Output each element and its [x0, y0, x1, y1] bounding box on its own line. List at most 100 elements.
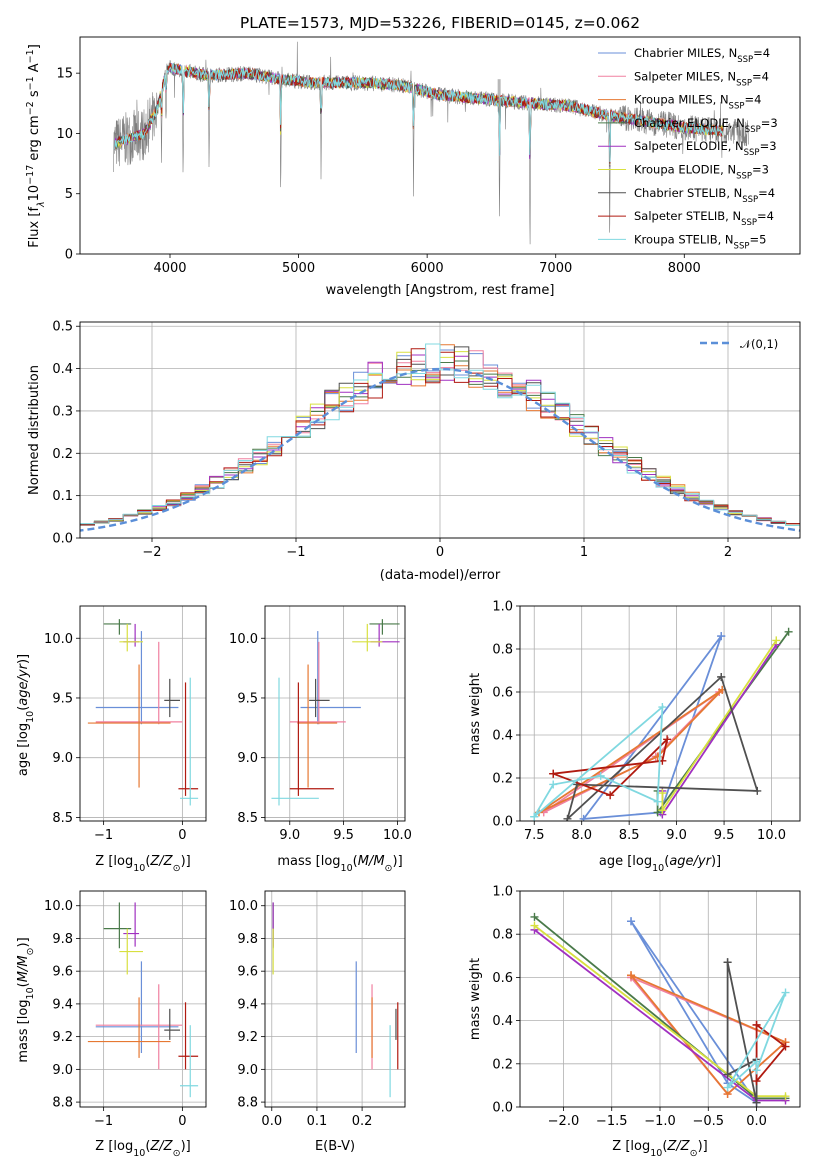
label-part: )] — [711, 854, 721, 869]
y-tick-label: 0.1 — [52, 489, 73, 504]
weight-line — [661, 639, 778, 814]
legend-label: Salpeter MILES, N — [634, 69, 736, 83]
y-tick-label: 0.5 — [52, 320, 73, 335]
label-part: λ — [36, 201, 47, 208]
y-tick-label: 9.2 — [52, 1030, 73, 1045]
weight-marker — [563, 814, 572, 821]
y-tick-label: 0.8 — [492, 643, 513, 658]
x-axis-label: age [log10(age/yr)] — [599, 854, 721, 874]
label-part: age/yr — [669, 854, 712, 869]
y-tick-label: 1.0 — [492, 600, 513, 615]
y-tick-label: 8.8 — [52, 1096, 73, 1111]
label-part: ] — [27, 44, 42, 49]
y-tick-label: 0.2 — [492, 1057, 513, 1072]
weight-marker — [784, 627, 793, 636]
legend-eq: =4 — [757, 209, 774, 223]
weight-marker — [627, 917, 636, 926]
x-tick-label: 0.1 — [307, 1114, 328, 1129]
weight-line — [630, 920, 758, 1104]
x-tick-label: −1 — [286, 545, 305, 560]
label-part: M/M — [16, 955, 31, 982]
weight-age-panel-frame — [519, 605, 801, 822]
y-tick-label: 8.5 — [52, 811, 73, 826]
label-part: ⊙ — [173, 1148, 181, 1159]
y-tick-label: 0.0 — [492, 1101, 513, 1116]
x-axis-label: E(B-V) — [315, 1139, 355, 1154]
legend-entry: Kroupa MILES, NSSP=4 — [634, 93, 761, 112]
y-tick-label: 9.0 — [237, 1063, 258, 1078]
y-tick-label: 9.4 — [237, 997, 258, 1012]
age-z-panel: −1 08.59.09.510.0Z [log10(Z/Z⊙)]age [log1… — [16, 605, 207, 874]
residual-histogram — [80, 343, 800, 528]
x-tick-label: −2.0 — [548, 1114, 580, 1129]
weight-marker — [717, 632, 726, 641]
x-axis-label: Z [log10(Z/Z⊙)] — [95, 1139, 190, 1159]
weight-marker — [658, 789, 667, 798]
y-tick-label: 9.2 — [237, 1030, 258, 1045]
y-tick-label: 9.0 — [237, 751, 258, 766]
legend-eq: =5 — [749, 232, 766, 246]
weight-marker — [663, 735, 672, 744]
weight-marker — [723, 1070, 732, 1079]
label-part: 10 — [25, 711, 36, 723]
x-tick-label: 1 — [580, 545, 588, 560]
x-tick-label: −1.0 — [644, 1114, 676, 1129]
label-part: 10 — [650, 1148, 662, 1159]
age-z-panel-frame — [79, 605, 207, 822]
weight-marker — [549, 769, 558, 778]
label-part: mass [log — [16, 999, 31, 1062]
x-tick-label: −0.5 — [692, 1114, 724, 1129]
x-tick-label: 2 — [724, 545, 732, 560]
legend-label: Chabrier MILES, N — [634, 46, 737, 60]
legend-entry: Chabrier STELIB, NSSP=4 — [634, 186, 775, 205]
label-part: Z/Z — [149, 1139, 173, 1154]
residual-panel-frame — [79, 321, 801, 539]
weight-marker — [781, 1042, 790, 1051]
weight-marker — [772, 636, 781, 645]
y-axis-label: Normed distribution — [27, 365, 42, 495]
weight-marker — [752, 1077, 761, 1086]
legend-entry: Salpeter STELIB, NSSP=4 — [634, 209, 774, 228]
figure-title: PLATE=1573, MJD=53226, FIBERID=0145, z=0… — [240, 14, 640, 32]
label-part: ( — [145, 1139, 150, 1154]
label-part: Z/Z — [149, 854, 173, 869]
label-part: −1 — [25, 76, 36, 90]
y-tick-label: 0.4 — [52, 362, 73, 377]
x-tick-label: 4000 — [153, 261, 186, 276]
label-part: )] — [16, 654, 31, 664]
legend-sub: SSP — [734, 241, 750, 251]
mass-z-panel: −1 08.89.09.29.49.69.810.0Z [log10(Z/Z⊙)]… — [16, 890, 207, 1159]
weight-marker — [549, 780, 558, 789]
legend-eq: =4 — [758, 186, 775, 200]
y-tick-label: 0.8 — [492, 928, 513, 943]
legend-sub: SSP — [737, 55, 753, 65]
weight-marker — [530, 912, 539, 921]
legend-entry: Salpeter ELODIE, NSSP=3 — [634, 139, 777, 158]
x-tick-label: 6000 — [411, 261, 444, 276]
label-part: Z [log — [612, 1139, 650, 1154]
legend-entry: Chabrier ELODIE, NSSP=3 — [634, 116, 778, 135]
y-tick-label: 5 — [65, 187, 73, 202]
weight-line — [533, 704, 664, 818]
x-tick-label: 9.0 — [666, 828, 687, 843]
legend-sub: SSP — [742, 195, 758, 205]
weight-marker — [723, 1083, 732, 1092]
y-tick-label: 9.5 — [237, 691, 258, 706]
y-tick-label: 0.4 — [492, 1014, 513, 1029]
weight-age-panel-grid — [520, 605, 800, 822]
weight-line — [656, 631, 790, 816]
weight-marker — [658, 806, 667, 815]
label-part: ( — [16, 982, 31, 987]
weight-marker — [596, 771, 605, 780]
x-tick-label: 8.0 — [571, 828, 592, 843]
weight-age-panel: 7.5 8.0 8.5 9.0 9.5 10.0 0.0 0.2 0.4 0.6 0.8 1.0 age… — [468, 600, 801, 874]
label-part: )] — [393, 854, 403, 869]
y-tick-label: 0.4 — [492, 729, 513, 744]
x-axis-label: Z [log10(Z/Z⊙)] — [95, 854, 190, 874]
legend-sub: SSP — [736, 172, 752, 182]
x-axis-label: mass [log10(M/M⊙)] — [277, 854, 402, 874]
legend-label: Chabrier STELIB, N — [634, 186, 742, 200]
y-tick-label: 0.6 — [492, 686, 513, 701]
legend-label: Kroupa STELIB, N — [634, 232, 734, 246]
label-part: )] — [16, 937, 31, 947]
